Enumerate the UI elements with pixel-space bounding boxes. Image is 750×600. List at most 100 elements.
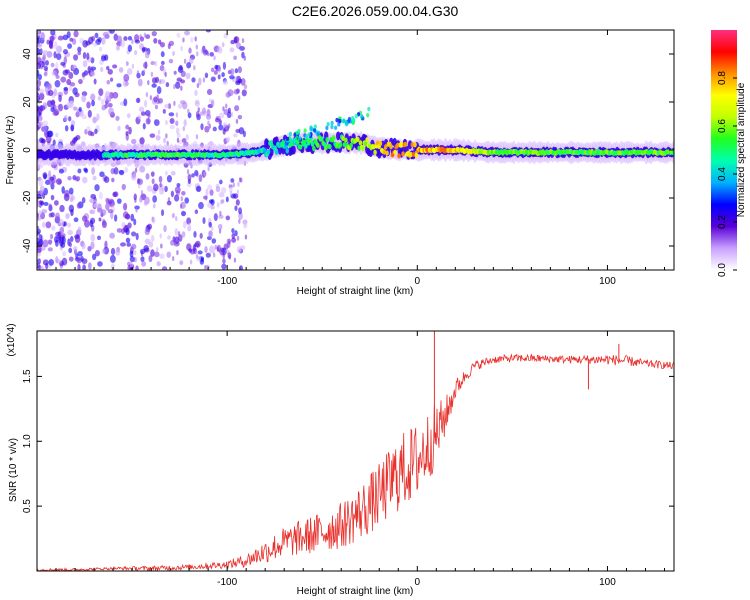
branch-point [330, 120, 334, 126]
speckle [210, 198, 215, 206]
speckle [51, 99, 56, 108]
speckle [227, 107, 231, 114]
speckle [68, 187, 74, 195]
speckle [225, 215, 231, 221]
y-tick-label: 40 [22, 48, 33, 60]
speckle [233, 89, 240, 95]
speckle [167, 197, 171, 203]
speckle [151, 77, 157, 84]
speckle [77, 51, 82, 56]
speckle [234, 230, 238, 237]
speckle [78, 78, 83, 85]
speckle [125, 133, 129, 141]
speckle [155, 135, 161, 141]
speckle [140, 111, 146, 116]
speckle [178, 64, 183, 71]
speckle [115, 249, 121, 256]
speckle [62, 34, 69, 41]
speckle [167, 43, 171, 50]
speckle [54, 236, 59, 243]
speckle [69, 236, 74, 243]
ridge-core [410, 142, 415, 148]
speckle [113, 33, 119, 41]
speckle [222, 80, 228, 85]
speckle [42, 172, 48, 179]
speckle [47, 239, 53, 245]
speckle [151, 178, 155, 185]
speckle [82, 264, 86, 270]
speckle [208, 230, 213, 238]
speckle [48, 89, 54, 97]
speckle [59, 226, 65, 234]
speckle [222, 128, 226, 135]
ridge-core [355, 136, 360, 142]
speckle [48, 179, 54, 186]
speckle [106, 80, 111, 85]
speckle [199, 232, 203, 239]
speckle [241, 38, 245, 44]
speckle [231, 228, 235, 234]
speckle [188, 47, 192, 54]
speckle [152, 195, 158, 203]
speckle [230, 39, 235, 45]
speckle [218, 214, 224, 219]
speckle [162, 267, 166, 270]
speckle [169, 124, 176, 130]
speckle [42, 259, 49, 266]
speckle [179, 203, 183, 209]
branch-point [335, 117, 339, 123]
ridge-core [671, 150, 674, 156]
speckle [234, 105, 240, 112]
ridge-core [310, 141, 315, 147]
speckle [243, 55, 246, 61]
speckle [148, 255, 153, 263]
speckle [51, 225, 56, 231]
ridge-core [395, 142, 400, 148]
speckle [189, 259, 193, 265]
speckle [43, 201, 49, 206]
speckle [225, 136, 231, 143]
speckle [229, 75, 235, 80]
speckle [161, 60, 165, 66]
speckle [37, 79, 42, 88]
spectrogram-y-axis-label: Frequency (Hz) [5, 116, 16, 185]
speckle [194, 36, 197, 42]
speckle [193, 231, 197, 238]
speckle [205, 195, 208, 201]
speckle [96, 203, 102, 212]
colorbar-tick-label: 0.8 [717, 71, 728, 85]
speckle [220, 251, 224, 257]
speckle [237, 114, 243, 120]
branch-point [298, 136, 302, 141]
speckle [94, 32, 99, 39]
speckle [118, 169, 125, 175]
speckle [63, 56, 68, 65]
speckle [222, 258, 226, 264]
speckle [159, 42, 165, 48]
speckle [97, 235, 101, 240]
speckle [235, 118, 239, 124]
speckle [101, 104, 107, 111]
speckle [37, 216, 42, 222]
ridge-core [266, 149, 271, 155]
speckle [68, 204, 75, 213]
speckle [109, 30, 115, 34]
colorbar-tick-label: 0.4 [717, 167, 728, 181]
speckle [233, 133, 238, 138]
speckle [165, 120, 168, 126]
speckle [38, 178, 44, 187]
speckle [193, 247, 197, 255]
speckle [50, 106, 55, 113]
ridge-core [401, 151, 405, 157]
speckle [125, 61, 129, 67]
speckle [223, 109, 230, 116]
branch-point [307, 132, 311, 137]
speckle [206, 88, 213, 96]
speckle [111, 177, 115, 183]
speckle [44, 179, 51, 185]
speckle [37, 244, 42, 249]
speckle [153, 96, 158, 103]
snr-y-multiplier: (x10^4) [6, 323, 17, 356]
speckle [139, 196, 143, 203]
ridge-mid [291, 145, 296, 155]
